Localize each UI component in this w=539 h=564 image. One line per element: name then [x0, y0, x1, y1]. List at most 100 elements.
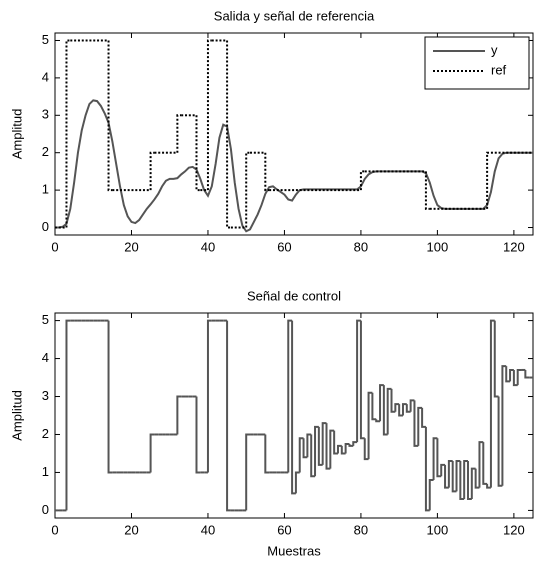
step-segment: [359, 320, 365, 440]
y-tick-label: 5: [42, 32, 49, 47]
step-segment: [390, 388, 396, 413]
step-segment: [356, 319, 361, 443]
step-segment: [398, 404, 403, 417]
step-segment: [486, 151, 491, 209]
step-segment: [497, 396, 503, 487]
step-segment: [459, 461, 465, 501]
step-segment: [176, 114, 182, 153]
legend-label: ref: [491, 62, 507, 77]
step-segment: [424, 426, 430, 512]
step-segment: [333, 430, 338, 455]
y-tick-label: 0: [42, 502, 49, 517]
y-tick-label: 1: [42, 182, 49, 197]
step-segment: [455, 460, 461, 492]
step-segment: [264, 434, 270, 474]
step-segment: [489, 319, 495, 488]
step-segment: [226, 320, 231, 512]
step-segment: [65, 319, 71, 511]
step-segment: [436, 438, 442, 478]
step-segment: [314, 425, 319, 477]
step-segment: [382, 385, 388, 436]
step-segment: [405, 404, 411, 413]
y-tick-label: 2: [42, 144, 49, 159]
step-segment: [493, 320, 499, 398]
step-segment: [336, 444, 342, 454]
step-segment: [444, 464, 449, 489]
step-segment: [463, 460, 468, 500]
step-segment: [367, 391, 373, 460]
step-segment: [107, 40, 113, 192]
x-tick-label: 40: [201, 239, 215, 254]
step-segment: [432, 437, 438, 481]
step-segment: [306, 433, 312, 458]
x-tick-label: 100: [427, 522, 449, 537]
step-segment: [298, 437, 304, 473]
step-segment: [447, 460, 453, 488]
x-tick-label: 40: [201, 522, 215, 537]
chart-title: Señal de control: [247, 288, 341, 303]
step-segment: [440, 463, 446, 477]
step-segment: [470, 467, 476, 500]
step-segment: [386, 387, 392, 435]
x-tick-label: 80: [354, 239, 368, 254]
step-segment: [478, 441, 484, 488]
step-segment: [512, 369, 518, 387]
step-segment: [107, 320, 113, 474]
step-segment: [302, 438, 308, 459]
step-segment: [394, 403, 400, 412]
x-axis-label: Muestras: [267, 543, 321, 558]
step-segment: [379, 384, 384, 422]
x-tick-label: 100: [427, 239, 449, 254]
step-segment: [359, 170, 365, 191]
step-segment: [245, 151, 251, 228]
step-segment: [264, 152, 270, 192]
step-segment: [375, 419, 381, 423]
step-segment: [195, 396, 201, 474]
step-segment: [325, 423, 331, 470]
step-segment: [226, 40, 231, 229]
x-tick-label: 0: [51, 239, 58, 254]
y-tick-label: 1: [42, 464, 49, 479]
y-axis-label: Amplitud: [9, 390, 24, 441]
step-segment: [310, 434, 316, 478]
x-tick-label: 60: [277, 522, 291, 537]
step-segment: [195, 115, 201, 192]
step-segment: [451, 461, 457, 493]
step-segment: [344, 442, 350, 454]
y-axis-label: Amplitud: [9, 109, 24, 160]
step-segment: [287, 319, 293, 473]
step-segment: [149, 151, 155, 191]
step-segment: [409, 399, 415, 412]
step-segment: [486, 483, 491, 489]
step-segment: [466, 461, 472, 501]
step-segment: [294, 471, 300, 494]
step-segment: [176, 395, 182, 435]
y-tick-label: 3: [42, 107, 49, 122]
y-tick-label: 5: [42, 312, 49, 327]
x-tick-label: 120: [503, 239, 525, 254]
y-tick-label: 4: [42, 69, 49, 84]
step-segment: [474, 468, 480, 489]
x-tick-label: 80: [354, 522, 368, 537]
x-tick-label: 120: [503, 522, 525, 537]
step-segment: [516, 368, 522, 386]
step-segment: [363, 438, 369, 461]
y-tick-label: 2: [42, 426, 49, 441]
step-segment: [317, 426, 323, 466]
step-segment: [245, 433, 251, 511]
step-segment: [206, 319, 212, 473]
step-segment: [424, 171, 430, 210]
step-segment: [329, 429, 335, 469]
x-tick-label: 20: [124, 522, 138, 537]
step-segment: [524, 369, 530, 379]
step-segment: [206, 39, 212, 191]
legend-box: [424, 36, 530, 90]
step-segment: [482, 442, 488, 485]
step-segment: [149, 433, 155, 473]
legend-label: y: [491, 42, 498, 57]
step-segment: [321, 422, 327, 465]
step-segment: [340, 445, 346, 455]
step-segment: [501, 365, 507, 486]
step-segment: [417, 406, 423, 446]
step-segment: [509, 368, 514, 382]
